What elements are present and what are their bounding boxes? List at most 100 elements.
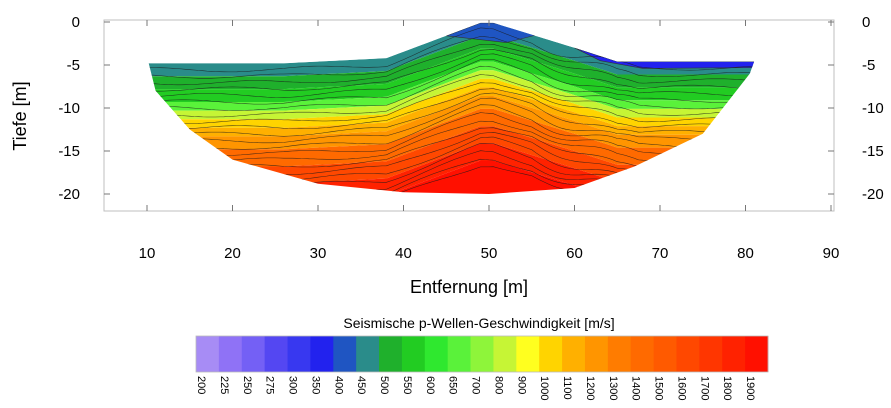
contour-line (148, 112, 755, 156)
contour-line (148, 97, 755, 144)
colorbar-label: 1700 (698, 376, 710, 400)
colorbar-label: 900 (515, 376, 527, 394)
colorbar-swatch (196, 336, 220, 372)
colorbar-label: 1300 (607, 376, 619, 400)
contour-line (148, 27, 755, 73)
colorbar-swatch (470, 336, 494, 372)
colorbar-label: 250 (241, 376, 253, 394)
velocity-band (148, 35, 755, 90)
contour-line (148, 92, 755, 137)
colorbar-swatch (241, 336, 266, 372)
y-axis-title: Tiefe [m] (10, 81, 30, 150)
colorbar-swatch (745, 336, 769, 372)
colorbar-label: 225 (218, 376, 230, 394)
velocity-band (148, 108, 755, 167)
colorbar-title: Seismische p-Wellen-Geschwindigkeit [m/s… (343, 315, 614, 331)
colorbar-label: 1800 (721, 376, 733, 400)
colorbar-label: 550 (401, 376, 413, 394)
colorbar-swatch (333, 336, 357, 372)
colorbar-swatch (539, 336, 563, 372)
x-axis-title: Entfernung [m] (410, 277, 528, 297)
contour-line (148, 104, 755, 150)
colorbar-swatch (287, 336, 311, 372)
colorbar-swatch (310, 336, 334, 372)
colorbar-label: 650 (447, 376, 459, 394)
colorbar-label: 1100 (561, 376, 573, 400)
x-tick-label: 50 (481, 245, 498, 262)
colorbar-label: 1900 (744, 376, 756, 400)
y-tick-label-left: -5 (67, 57, 80, 74)
contour-line (148, 49, 755, 92)
x-tick-label: 30 (310, 245, 327, 262)
colorbar-label: 1200 (584, 376, 596, 400)
colorbar-label: 300 (287, 376, 299, 394)
contour-line (148, 88, 755, 131)
colorbar-label: 275 (264, 376, 276, 394)
colorbar-label: 1000 (538, 376, 550, 400)
colorbar-swatch (722, 336, 746, 372)
colorbar: 200 225 250 275 300 350 400 450 500 550 600 650 700 8… (195, 335, 769, 400)
velocity-band (148, 87, 755, 137)
contour-line (148, 53, 755, 98)
colorbar-label: 1400 (630, 376, 642, 400)
colorbar-swatch (584, 336, 609, 372)
low-velocity-zone-right-top (574, 47, 755, 69)
y-tick-label-left: -10 (58, 100, 80, 117)
y-tick-label-left: 0 (72, 14, 80, 31)
y-tick-label-right: 0 (862, 14, 870, 31)
y-tick-label-left: -15 (58, 143, 80, 160)
colorbar-label: 1500 (653, 376, 665, 400)
contour-line (148, 36, 755, 79)
contour-line (148, 74, 755, 118)
x-tick-label: 80 (737, 245, 754, 262)
velocity-band (148, 126, 755, 184)
velocity-band (148, 22, 755, 77)
velocity-band (148, 78, 755, 128)
y-tick-label-left: -20 (58, 186, 80, 203)
x-tick-label: 10 (139, 245, 156, 262)
colorbar-swatch (401, 336, 426, 372)
colorbar-swatch (630, 336, 654, 372)
colorbar-swatch (356, 336, 380, 372)
colorbar-label: 600 (424, 376, 436, 394)
colorbar-swatch (562, 336, 586, 372)
y-tick-label-right: -15 (862, 143, 884, 160)
colorbar-label: 700 (470, 376, 482, 394)
colorbar-label: 400 (332, 376, 344, 394)
velocity-band (148, 70, 755, 120)
colorbar-label: 1600 (676, 376, 688, 400)
velocity-band (148, 61, 755, 111)
axes: 10 20 30 40 50 60 70 80 90 0 -5 -10 -15 -20 0 -5 -10 -15 -… (58, 14, 883, 262)
x-tick-label: 60 (566, 245, 583, 262)
colorbar-label: 500 (378, 376, 390, 394)
contour-line (148, 158, 755, 195)
velocity-band (148, 48, 755, 102)
colorbar-label: 800 (492, 376, 504, 394)
y-tick-label-right: -10 (862, 100, 884, 117)
y-tick-label-right: -5 (862, 57, 875, 74)
colorbar-label: 200 (195, 376, 207, 394)
x-tick-label: 70 (652, 245, 669, 262)
y-tick-label-right: -20 (862, 186, 884, 203)
colorbar-label: 350 (309, 376, 321, 394)
contour-line (148, 44, 755, 86)
colorbar-swatch (516, 336, 540, 372)
colorbar-swatch (424, 336, 449, 372)
contour-line (148, 82, 755, 124)
colorbar-swatch (676, 336, 700, 372)
contour-line (148, 166, 755, 195)
colorbar-swatch (653, 336, 677, 372)
colorbar-swatch (607, 336, 632, 372)
colorbar-swatch (379, 336, 403, 372)
contour-line (148, 65, 755, 111)
x-tick-label: 90 (823, 245, 840, 262)
colorbar-label: 450 (355, 376, 367, 394)
colorbar-border (195, 335, 769, 373)
colorbar-swatch (447, 336, 471, 372)
colorbar-swatch (264, 336, 288, 372)
colorbar-swatch (699, 336, 723, 372)
contour-line (148, 59, 755, 105)
colorbar-swatch (218, 336, 243, 372)
colorbar-swatch (493, 336, 517, 372)
